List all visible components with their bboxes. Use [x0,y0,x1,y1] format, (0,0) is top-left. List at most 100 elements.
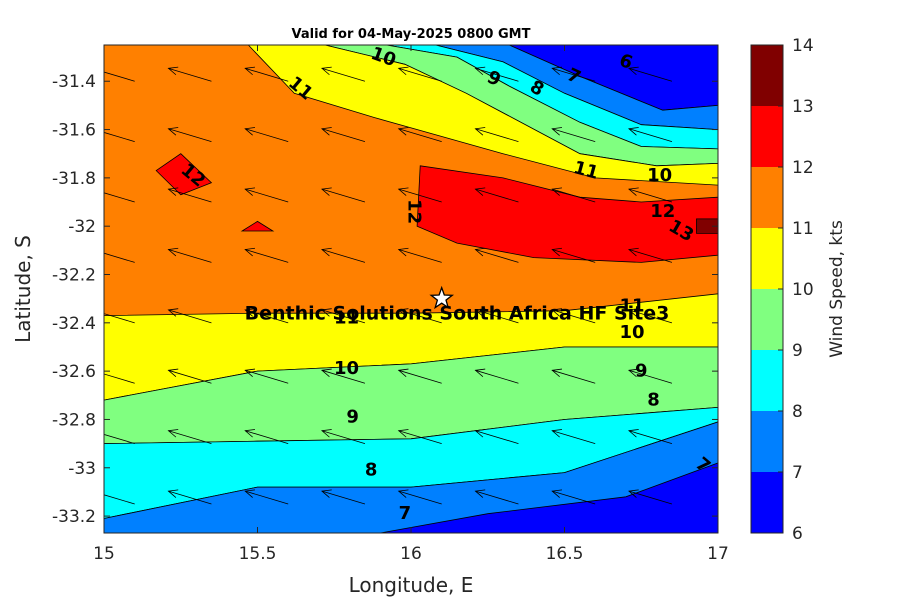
colorbar-swatch [751,228,783,289]
wind-arrow [244,127,289,143]
wind-arrow [474,429,519,444]
y-tick-label: -31.8 [52,169,96,189]
colorbar-swatch [751,411,783,472]
y-tick-label: -31.6 [52,121,96,141]
wind-arrow [551,66,596,82]
wind-arrow [244,308,289,324]
chart-title: Valid for 04-May-2025 0800 GMT [292,27,531,42]
y-axis-ticks: -31.4 -31.6 -31.8 -32 -32.2 -32.4 -32.6 -32.8 -3… [52,72,718,527]
wind-arrow [551,308,596,324]
x-tick-label: 17 [707,544,729,564]
wind-arrow [104,132,135,143]
wind-arrow [628,247,673,263]
y-tick-label: -32.4 [52,314,96,334]
wind-arrow [551,127,596,143]
y-tick-label: -33.2 [52,507,96,527]
wind-arrow [474,127,519,143]
contour-band-13 [696,218,718,234]
y-tick-label: -33 [68,459,96,479]
contour-label: 8 [647,390,660,411]
wind-arrow [397,66,442,82]
wind-arrow [397,489,442,505]
wind-arrow [167,308,212,324]
x-tick-label: 16.5 [546,544,584,564]
wind-arrow [321,489,366,505]
colorbar-swatch [751,350,783,411]
wind-arrow [244,489,289,505]
wind-arrow [474,247,519,263]
colorbar-tick-label: 6 [792,524,803,544]
wind-arrow [628,187,673,203]
wind-arrow [397,187,442,203]
wind-arrow [321,308,366,324]
wind-arrow [104,373,135,384]
colorbar-tick-label: 14 [792,36,814,56]
colorbar-tick-label: 9 [792,341,803,361]
wind-arrow [167,368,212,384]
wind-arrow [628,429,673,444]
wind-arrow [244,187,289,203]
wind-arrow [167,127,212,143]
colorbar-tick-label: 10 [792,280,814,300]
contour-band-10 [247,45,718,186]
wind-arrow [551,368,596,384]
wind-arrow [244,429,289,444]
wind-arrow [397,429,442,444]
wind-arrow [474,368,519,384]
contour-label: 10 [620,322,645,343]
wind-arrow [104,252,135,263]
site-star-icon [429,285,455,310]
wind-arrow [321,127,366,143]
wind-arrow [167,489,212,505]
x-tick-label: 15 [93,544,115,564]
colorbar-tick-label: 8 [792,402,803,422]
wind-arrow [321,368,366,384]
contour-band-12 [155,153,213,196]
colorbar-tick-label: 12 [792,158,814,178]
wind-arrow [628,489,673,505]
contour-band-6 [380,462,718,533]
wind-arrow [628,308,673,324]
colorbar-tick-label: 7 [792,463,803,483]
wind-arrow [321,187,366,203]
colorbar-label: Wind Speed, kts [827,220,847,358]
colorbar-swatch [751,167,783,228]
wind-arrow [321,247,366,263]
contour-label: 11 [620,295,645,316]
y-tick-label: -32.6 [52,362,96,382]
site-marker-group: Benthic Solutions South Africa HF Site3 [245,285,669,325]
wind-arrow [167,429,212,444]
wind-arrow [244,368,289,384]
colorbar-swatch [751,45,783,106]
y-axis-label: Latitude, S [11,235,35,343]
wind-arrow [397,368,442,384]
wind-vectors [104,66,673,505]
colorbar: 6 7 8 9 10 11 12 13 14 [750,36,814,544]
x-axis-label: Longitude, E [349,573,474,597]
colorbar-swatch [751,289,783,350]
wind-arrow [628,127,673,143]
wind-arrow [397,247,442,263]
contour-label: 12 [404,199,425,224]
colorbar-tick-label: 13 [792,97,814,117]
wind-arrow [474,187,519,203]
colorbar-swatch [751,472,783,533]
contour-band-12 [240,220,275,232]
y-tick-label: -31.4 [52,72,96,92]
wind-arrow [474,308,519,324]
wind-arrow [104,192,135,203]
wind-arrow [167,187,212,203]
contour-bands [104,45,718,533]
wind-arrow [104,494,135,505]
wind-arrow [551,247,596,263]
y-tick-label: -32 [68,217,96,237]
wind-arrow [104,433,135,444]
contour-label: 12 [650,201,675,222]
wind-arrow [551,187,596,203]
x-tick-label: 15.5 [239,544,277,564]
contour-label: 9 [635,361,648,382]
wind-arrow [628,368,673,384]
wind-arrow [244,247,289,263]
